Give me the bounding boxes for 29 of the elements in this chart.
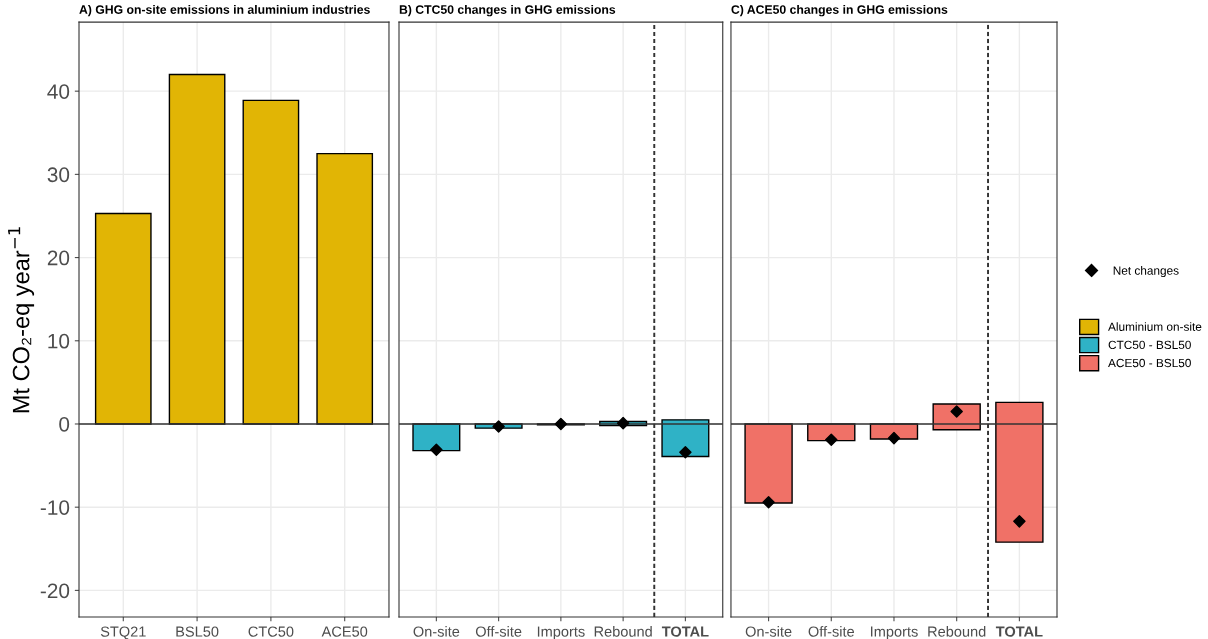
legend-label: Aluminium on-site [1108,322,1202,331]
legend-label: ACE50 - BSL50 [1108,358,1191,368]
y-axis-title: Mt CO₂-eq year$^{−1}$ [8,227,35,413]
y-tick-label: -10 [40,500,70,515]
chart-title: C) ACE50 changes in GHG emissions [731,4,948,17]
y-tick-label: 40 [47,84,70,99]
x-tick-label: STQ21 [100,626,146,639]
y-tick-label: 30 [47,167,70,183]
y-tick-label: 10 [48,333,70,349]
x-tick-label: TOTAL [995,626,1043,637]
legend-label: CTC50 - BSL50 [1108,340,1191,350]
x-tick-label: Off-site [475,626,522,637]
y-tick-label: -20 [40,583,70,599]
legend-label: Net changes [1113,266,1179,278]
chart-title: A) GHG on-site emissions in aluminium industries [79,4,370,17]
x-tick-label: CTC50 [248,626,294,637]
x-tick-label: Off-site [808,626,854,637]
x-tick-label: Imports [537,626,585,639]
x-tick-label: TOTAL [661,626,709,637]
x-tick-label: Rebound [928,626,986,637]
y-tick-label: 0 [59,416,70,432]
x-tick-label: Imports [871,626,918,639]
x-tick-label: ACE50 [321,626,368,637]
chart-title: B) CTC50 changes in GHG emissions [399,4,616,17]
x-tick-label: On-site [745,626,792,637]
x-tick-label: On-site [413,626,460,637]
x-tick-label: Rebound [594,626,652,637]
x-tick-label: BSL50 [176,626,219,637]
y-tick-label: 20 [47,250,70,266]
